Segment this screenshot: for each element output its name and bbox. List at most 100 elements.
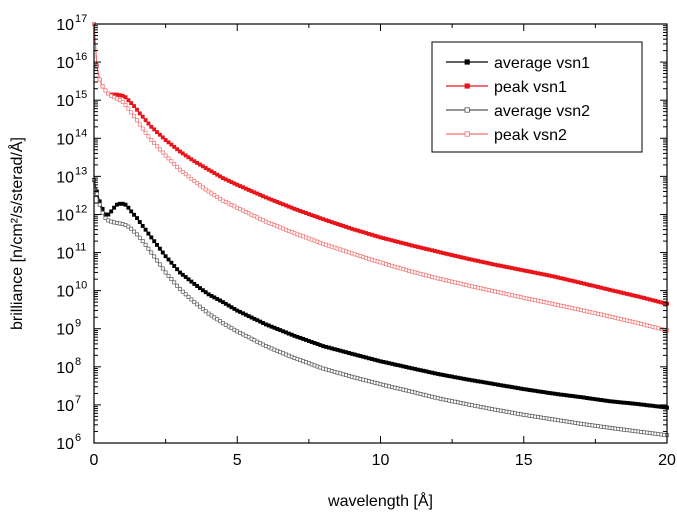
legend-item: average vsn1: [446, 55, 590, 72]
y-tick-exponent: 17: [75, 13, 87, 25]
legend: average vsn1 peak vsn1 average vsn2 peak vs…: [431, 41, 643, 153]
data-point: [129, 209, 134, 214]
data-point: [166, 140, 171, 145]
data-point: [103, 216, 108, 221]
y-tick-label: 10: [56, 207, 74, 224]
data-point: [203, 309, 208, 314]
data-point: [103, 88, 108, 93]
data-point: [186, 277, 191, 282]
data-point: [180, 151, 185, 156]
y-tick-exponent: 15: [75, 89, 87, 101]
data-point: [203, 290, 208, 295]
legend-swatch-marker: [464, 83, 470, 89]
legend-item: peak vsn2: [446, 127, 567, 144]
x-tick-label: 0: [90, 452, 99, 469]
data-point: [132, 229, 137, 234]
data-point: [192, 300, 197, 305]
data-point: [157, 262, 162, 267]
data-point: [135, 216, 139, 221]
data-point: [140, 114, 145, 119]
data-point: [109, 209, 114, 214]
data-point: [123, 95, 128, 100]
data-point: [198, 304, 202, 309]
data-point: [137, 122, 142, 127]
data-point: [200, 307, 205, 311]
data-point: [155, 242, 159, 247]
data-point: [200, 288, 205, 293]
data-point: [169, 260, 174, 265]
data-point: [183, 292, 188, 297]
y-tick-exponent: 9: [75, 318, 81, 330]
y-tick-label: 10: [56, 93, 74, 110]
data-point: [155, 130, 159, 135]
legend-label: average vsn1: [494, 55, 590, 72]
data-point: [143, 130, 148, 135]
data-point: [137, 220, 142, 224]
data-point: [198, 183, 202, 188]
data-point: [137, 111, 142, 116]
data-point: [123, 202, 128, 207]
x-tick-label: 15: [515, 452, 533, 469]
y-tick-label: 10: [56, 55, 74, 72]
data-point: [140, 239, 145, 244]
y-tick-label: 10: [56, 398, 74, 415]
data-point: [129, 101, 134, 106]
legend-item: average vsn2: [446, 103, 590, 120]
data-point: [152, 254, 157, 259]
data-point: [192, 281, 197, 286]
data-point: [140, 126, 145, 131]
data-point: [195, 181, 200, 186]
data-point: [178, 167, 182, 172]
data-point: [172, 264, 177, 268]
x-axis: 0 5 10 15 20: [90, 24, 676, 469]
data-point: [175, 164, 180, 169]
data-point: [186, 155, 191, 160]
data-point: [143, 118, 148, 123]
data-point: [140, 223, 145, 228]
data-point: [195, 284, 200, 288]
data-point: [178, 270, 182, 275]
y-tick-label: 10: [56, 246, 74, 263]
data-point: [149, 235, 154, 240]
y-tick-label: 10: [56, 322, 74, 339]
data-point: [129, 226, 134, 231]
data-point: [157, 147, 162, 152]
x-tick-label: 20: [658, 452, 676, 469]
data-point: [149, 124, 154, 129]
data-point: [192, 179, 197, 184]
data-point: [180, 289, 185, 294]
series-peak-vsn2: [92, 22, 669, 333]
y-tick-exponent: 11: [75, 242, 86, 254]
data-point: [157, 132, 162, 137]
data-point: [166, 156, 171, 161]
y-tick-label: 10: [56, 436, 74, 453]
data-point: [186, 174, 191, 179]
data-point: [189, 279, 194, 284]
data-point: [132, 114, 137, 119]
data-point: [146, 231, 151, 236]
data-point: [123, 102, 128, 107]
data-point: [163, 138, 168, 142]
data-point: [135, 107, 139, 112]
data-point: [126, 205, 131, 210]
data-point: [166, 257, 171, 262]
data-point: [155, 144, 159, 149]
data-point: [135, 118, 139, 123]
data-point: [163, 153, 168, 158]
data-point: [169, 159, 174, 164]
data-point: [155, 258, 159, 263]
y-tick-exponent: 7: [75, 394, 81, 406]
y-tick-exponent: 13: [75, 165, 87, 177]
x-axis-title: wavelength [Å]: [327, 491, 433, 510]
data-point: [97, 77, 102, 82]
x-tick-label: 10: [372, 452, 390, 469]
data-point: [94, 191, 99, 196]
data-point: [106, 212, 111, 217]
y-tick-exponent: 12: [75, 203, 87, 215]
data-point: [132, 212, 137, 217]
data-point: [135, 232, 139, 237]
y-axis-title: brilliance [n/cm²/s/sterad/Å]: [7, 137, 26, 330]
data-point: [100, 210, 105, 215]
series-peak-vsn1: [92, 22, 669, 306]
